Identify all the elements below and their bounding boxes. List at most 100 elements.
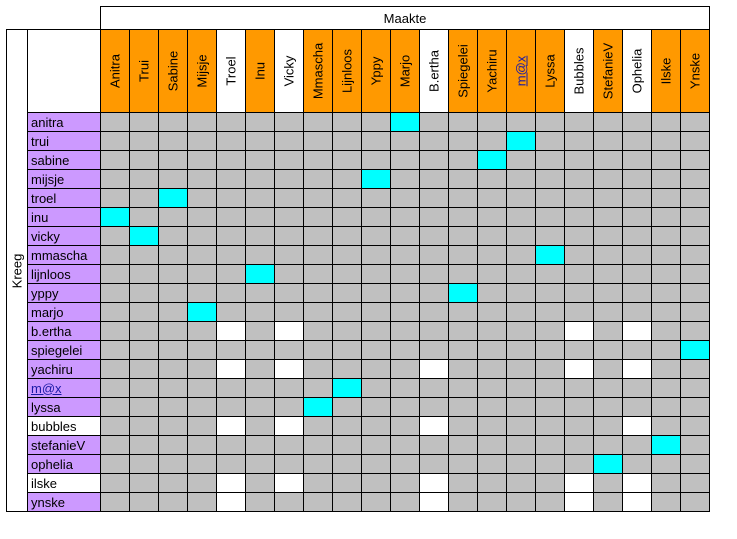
matrix-cell (680, 112, 710, 132)
matrix-table-wrapper: Maakte Kreeg Anitra Trui Sabine Mijsje Troel In… (6, 6, 710, 512)
matrix-cell (245, 302, 275, 322)
matrix-cell (332, 226, 362, 246)
matrix-cell (361, 454, 391, 474)
matrix-cell (303, 473, 333, 493)
matrix-cell (332, 359, 362, 379)
matrix-cell (448, 378, 478, 398)
matrix-cell (622, 188, 652, 208)
matrix-cell (680, 492, 710, 512)
column-header-row: Kreeg Anitra Trui Sabine Mijsje Troel Inu Vicky… (6, 29, 710, 512)
matrix-cell (622, 378, 652, 398)
matrix-cell (100, 454, 130, 474)
matrix-cell (448, 340, 478, 360)
column-header-label: Anitra (107, 54, 123, 88)
matrix-cell (477, 245, 507, 265)
matrix-cell (158, 283, 188, 303)
table-row: bubbles (7, 416, 710, 436)
column-header-label[interactable]: m@x (513, 55, 529, 87)
row-header: lijnloos (27, 264, 101, 284)
matrix-cell (390, 150, 420, 170)
matrix-cell (622, 131, 652, 151)
matrix-cell (535, 283, 565, 303)
matrix-cell (100, 131, 130, 151)
row-header: spiegelei (27, 340, 101, 360)
matrix-cell (187, 340, 217, 360)
matrix-cell (216, 473, 246, 493)
row-header: trui (27, 131, 101, 151)
matrix-cell (506, 264, 536, 284)
matrix-cell (506, 112, 536, 132)
matrix-cell (100, 473, 130, 493)
matrix-cell (535, 188, 565, 208)
matrix-cell (564, 359, 594, 379)
matrix-cell (245, 473, 275, 493)
row-header: b.ertha (27, 321, 101, 341)
matrix-cell (448, 435, 478, 455)
matrix-cell (158, 378, 188, 398)
table-row: ilske (7, 473, 710, 493)
matrix-cell (303, 302, 333, 322)
matrix-cell (506, 226, 536, 246)
matrix-cell (274, 473, 304, 493)
matrix-cell (158, 359, 188, 379)
matrix-cell (419, 150, 449, 170)
column-header-label: Ynske (687, 52, 703, 90)
matrix-cell (361, 150, 391, 170)
matrix-cell (274, 188, 304, 208)
row-header: bubbles (27, 416, 101, 436)
highlighted-cell (680, 340, 710, 360)
row-header[interactable]: m@x (27, 378, 101, 398)
table-row: troel (7, 188, 710, 208)
column-header: Troel (216, 29, 246, 113)
matrix-cell (361, 283, 391, 303)
matrix-cell (303, 435, 333, 455)
matrix-cell (216, 112, 246, 132)
matrix-cell (651, 264, 681, 284)
matrix-cell (390, 131, 420, 151)
matrix-cell (477, 226, 507, 246)
matrix-cell (361, 340, 391, 360)
matrix-cell (274, 169, 304, 189)
matrix-cell (564, 283, 594, 303)
column-header-label: Spiegelei (455, 44, 471, 98)
highlighted-cell (129, 226, 159, 246)
column-header-label: Sabine (165, 50, 181, 92)
row-header: sabine (27, 150, 101, 170)
row-header-label: troel (31, 190, 57, 206)
row-header-label[interactable]: m@x (31, 380, 62, 396)
matrix-cell (187, 492, 217, 512)
matrix-cell (593, 207, 623, 227)
row-header-label: mmascha (31, 247, 88, 263)
matrix-cell (245, 112, 275, 132)
matrix-cell (593, 226, 623, 246)
matrix-cell (158, 226, 188, 246)
matrix-cell (448, 359, 478, 379)
column-header-label: B.ertha (426, 50, 442, 92)
column-header[interactable]: m@x (506, 29, 536, 113)
matrix-cell (564, 302, 594, 322)
row-header-label: stefanieV (31, 437, 86, 453)
matrix-cell (274, 359, 304, 379)
matrix-cell (100, 378, 130, 398)
matrix-cell (651, 340, 681, 360)
matrix-cell (187, 131, 217, 151)
matrix-cell (245, 454, 275, 474)
matrix-cell (158, 264, 188, 284)
matrix-cell (129, 492, 159, 512)
column-header: Marjo (390, 29, 420, 113)
matrix-cell (622, 112, 652, 132)
matrix-cell (680, 321, 710, 341)
matrix-cell (564, 454, 594, 474)
matrix-cell (100, 188, 130, 208)
matrix-cell (100, 169, 130, 189)
matrix-cell (216, 264, 246, 284)
matrix-cell (187, 435, 217, 455)
column-header: Yachiru (477, 29, 507, 113)
row-header: inu (27, 207, 101, 227)
column-header-label: Yachiru (484, 49, 500, 93)
column-header: Spiegelei (448, 29, 478, 113)
matrix-cell (129, 150, 159, 170)
matrix-cell (187, 359, 217, 379)
matrix-cell (245, 416, 275, 436)
matrix-cell (158, 321, 188, 341)
